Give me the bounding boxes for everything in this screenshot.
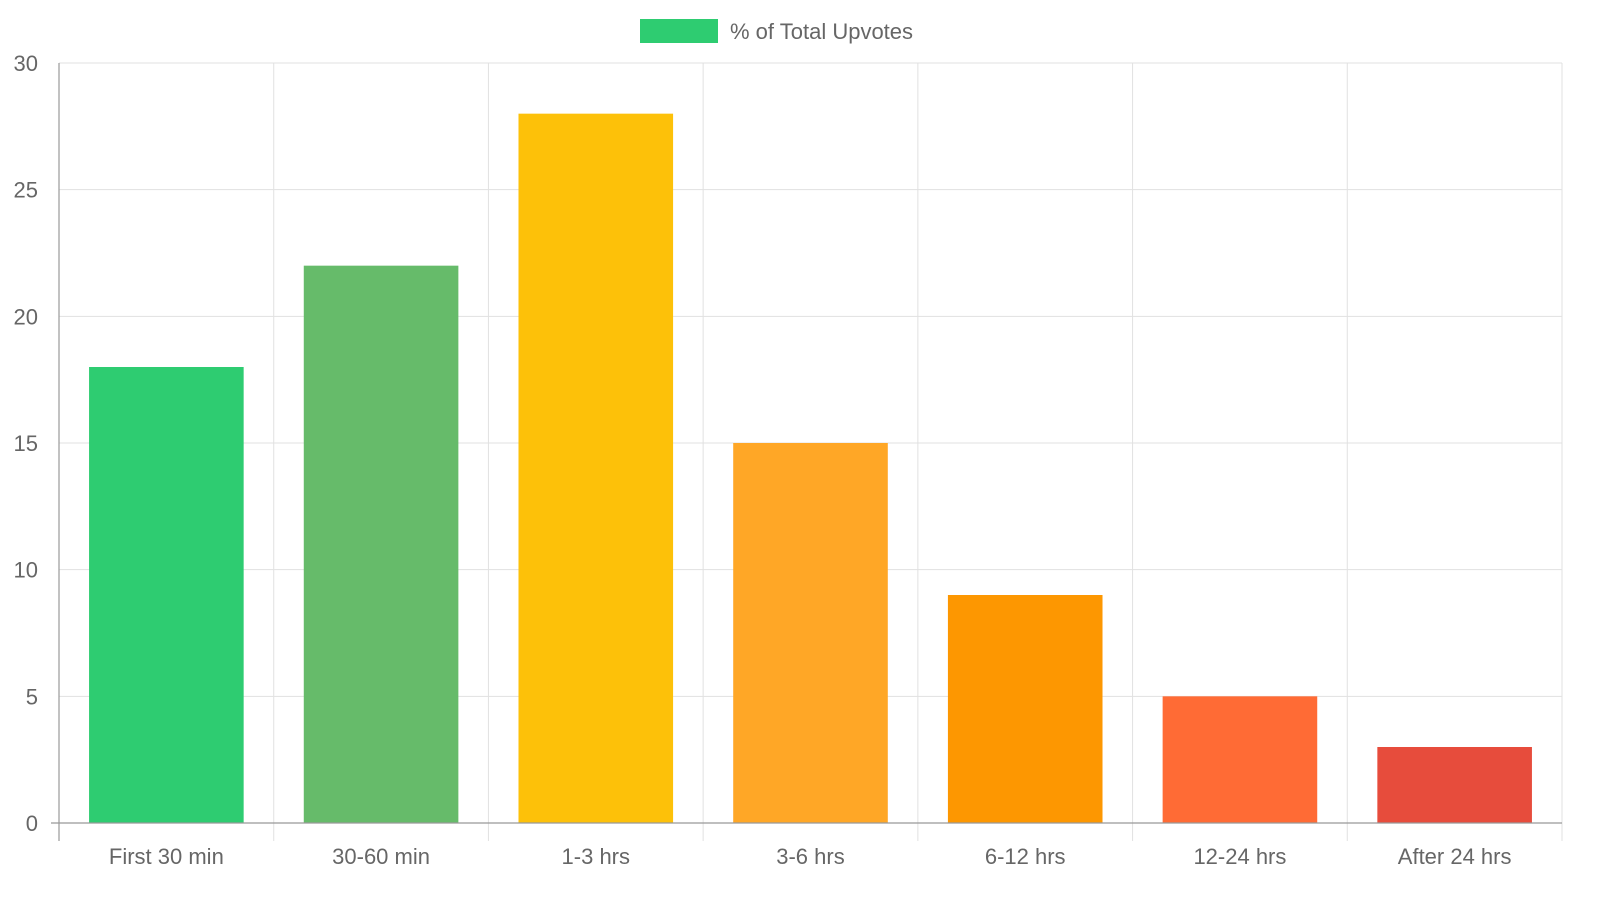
bars bbox=[89, 113, 1532, 824]
legend[interactable]: % of Total Upvotes bbox=[640, 19, 913, 44]
legend-label: % of Total Upvotes bbox=[730, 19, 913, 44]
y-tick-label: 10 bbox=[14, 558, 38, 583]
bar-12-24-hrs bbox=[1162, 696, 1318, 823]
x-tick-label: 3-6 hrs bbox=[776, 844, 844, 869]
x-axis-ticks: First 30 min 30-60 min 1-3 hrs 3-6 hrs 6-12 … bbox=[109, 844, 1512, 869]
x-tick-label: After 24 hrs bbox=[1398, 844, 1512, 869]
x-tick-label: 12-24 hrs bbox=[1193, 844, 1286, 869]
bar-30-60-min bbox=[303, 265, 459, 824]
bar-after-24-hrs bbox=[1377, 747, 1532, 823]
y-axis-ticks: 0 5 10 15 20 25 30 bbox=[14, 51, 38, 836]
axes bbox=[51, 63, 1562, 841]
bar-1-3-hrs bbox=[518, 113, 674, 823]
y-tick-label: 30 bbox=[14, 51, 38, 76]
y-tick-label: 20 bbox=[14, 304, 38, 329]
legend-swatch bbox=[640, 19, 718, 43]
y-tick-label: 5 bbox=[26, 684, 38, 709]
y-tick-label: 0 bbox=[26, 811, 38, 836]
bar-3-6-hrs bbox=[733, 443, 888, 823]
x-tick-label: First 30 min bbox=[109, 844, 224, 869]
bar-first-30-min bbox=[89, 367, 244, 823]
y-tick-label: 15 bbox=[14, 431, 38, 456]
x-tick-label: 1-3 hrs bbox=[562, 844, 630, 869]
y-tick-label: 25 bbox=[14, 178, 38, 203]
x-tick-label: 6-12 hrs bbox=[985, 844, 1066, 869]
bar-6-12-hrs bbox=[947, 595, 1103, 823]
x-tick-label: 30-60 min bbox=[332, 844, 430, 869]
